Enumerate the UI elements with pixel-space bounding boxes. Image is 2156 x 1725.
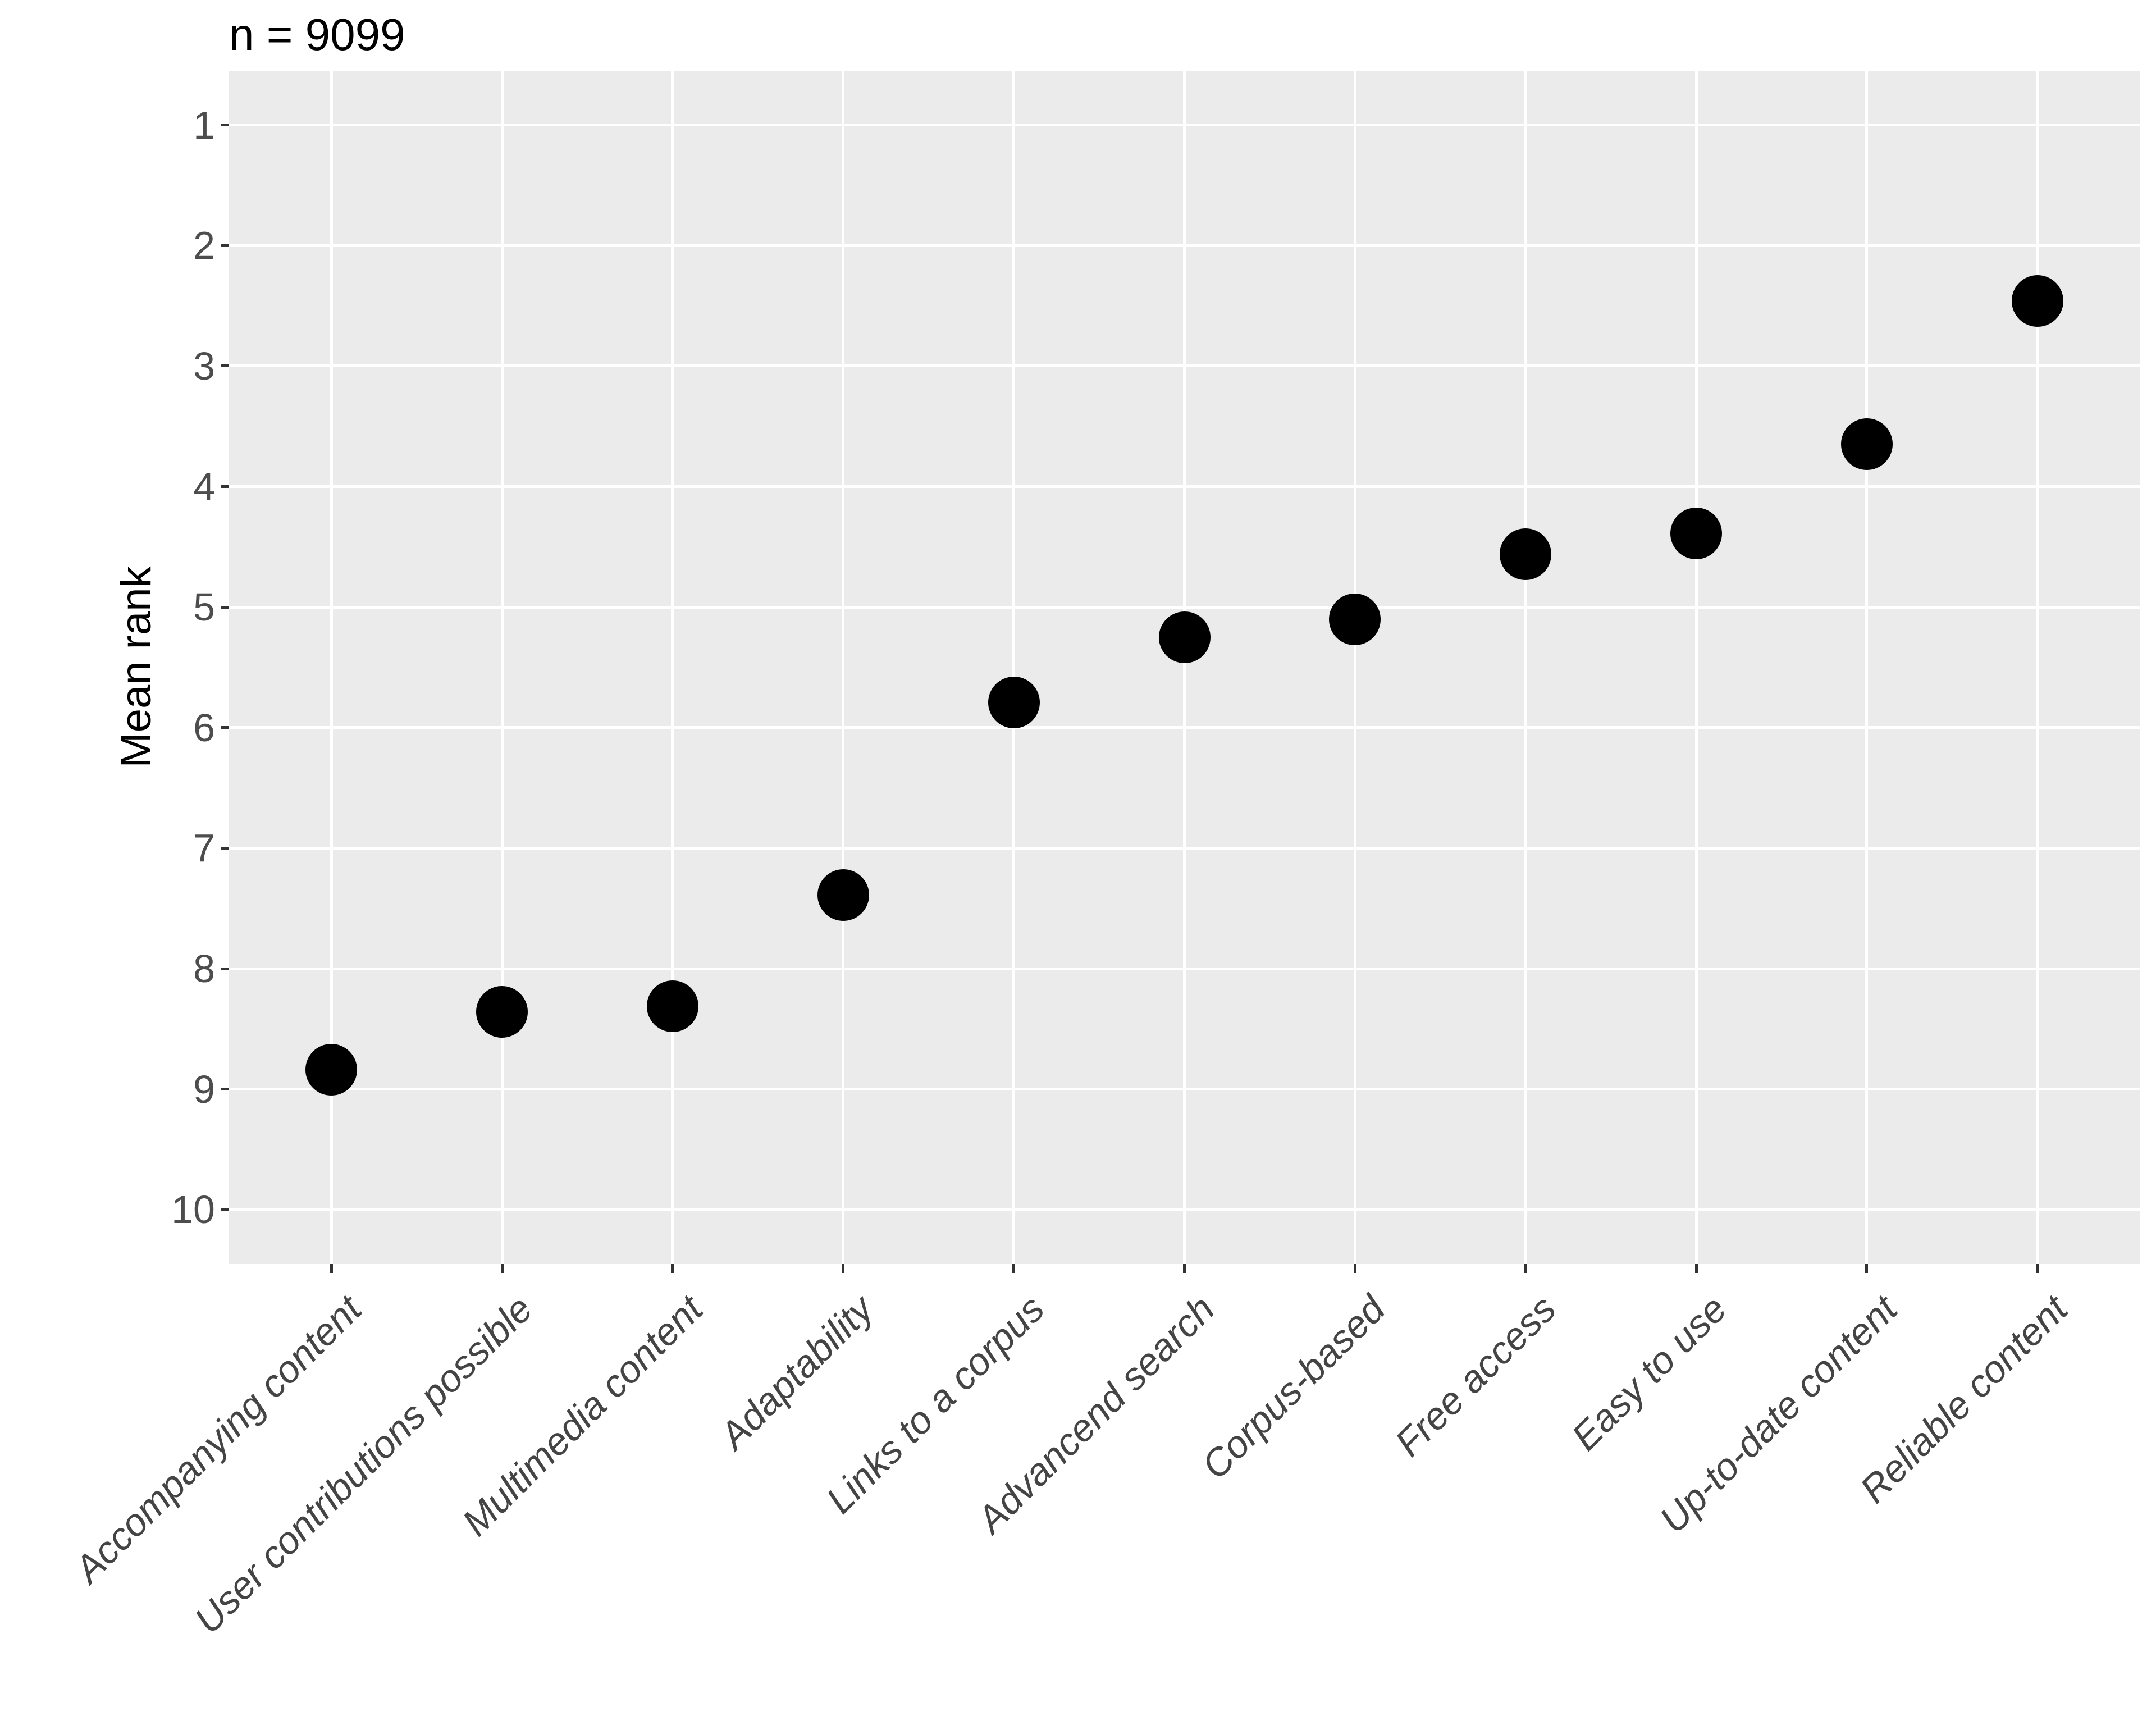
y-tick-label: 8 xyxy=(193,947,215,991)
x-tick-label: Corpus-based xyxy=(1194,1287,1394,1487)
x-axis-tick-mark xyxy=(671,1264,674,1273)
vertical-gridline xyxy=(330,71,333,1264)
y-axis-tick-mark xyxy=(221,124,229,127)
data-point xyxy=(305,1044,358,1096)
vertical-gridline xyxy=(671,71,674,1264)
x-axis-tick-mark xyxy=(330,1264,333,1273)
x-tick-label: Free access xyxy=(1386,1287,1564,1465)
data-point xyxy=(1840,418,1893,471)
vertical-gridline xyxy=(1694,71,1698,1264)
data-point xyxy=(988,676,1040,728)
x-axis-tick-mark xyxy=(1694,1264,1698,1273)
horizontal-gridline xyxy=(229,244,2140,247)
data-point xyxy=(1158,611,1211,663)
horizontal-gridline xyxy=(229,124,2140,127)
x-axis-tick-mark xyxy=(500,1264,504,1273)
y-axis-tick-mark xyxy=(221,605,229,609)
x-tick-label: Accompanying content xyxy=(66,1287,370,1591)
vertical-gridline xyxy=(2036,71,2039,1264)
horizontal-gridline xyxy=(229,846,2140,850)
x-axis-tick-mark xyxy=(1865,1264,1869,1273)
horizontal-gridline xyxy=(229,1208,2140,1211)
horizontal-gridline xyxy=(229,1088,2140,1091)
plot-panel xyxy=(229,71,2140,1264)
y-tick-label: 3 xyxy=(193,344,215,388)
y-tick-label: 2 xyxy=(193,223,215,268)
x-tick-label: Adaptability xyxy=(711,1287,882,1458)
chart-title: n = 9099 xyxy=(229,10,405,60)
y-tick-label: 10 xyxy=(171,1188,215,1232)
data-point xyxy=(1670,508,1723,560)
horizontal-gridline xyxy=(229,726,2140,729)
vertical-gridline xyxy=(1183,71,1186,1264)
data-point xyxy=(1329,593,1381,645)
x-axis-tick-mark xyxy=(1183,1264,1186,1273)
x-axis-tick-mark xyxy=(2036,1264,2039,1273)
y-axis-tick-mark xyxy=(221,967,229,970)
data-point xyxy=(476,986,528,1038)
horizontal-gridline xyxy=(229,364,2140,368)
vertical-gridline xyxy=(842,71,845,1264)
y-tick-label: 1 xyxy=(193,103,215,147)
horizontal-gridline xyxy=(229,967,2140,970)
y-axis-tick-mark xyxy=(221,846,229,850)
vertical-gridline xyxy=(1865,71,1869,1264)
data-point xyxy=(817,869,869,921)
y-tick-label: 6 xyxy=(193,705,215,750)
y-tick-label: 7 xyxy=(193,826,215,870)
x-axis-tick-mark xyxy=(1012,1264,1016,1273)
y-axis-tick-mark xyxy=(221,364,229,368)
y-tick-label: 5 xyxy=(193,585,215,629)
data-point xyxy=(646,980,698,1032)
x-axis-tick-mark xyxy=(842,1264,845,1273)
y-axis-tick-mark xyxy=(221,1208,229,1211)
vertical-gridline xyxy=(1012,71,1016,1264)
horizontal-gridline xyxy=(229,485,2140,489)
data-point xyxy=(2011,275,2063,327)
x-tick-label: User contributions possible xyxy=(186,1287,541,1642)
vertical-gridline xyxy=(1353,71,1356,1264)
x-tick-label: Easy to use xyxy=(1563,1287,1735,1459)
y-tick-label: 4 xyxy=(193,464,215,509)
y-axis-tick-mark xyxy=(221,485,229,489)
horizontal-gridline xyxy=(229,605,2140,609)
vertical-gridline xyxy=(500,71,504,1264)
y-axis-tick-mark xyxy=(221,244,229,247)
y-axis-tick-mark xyxy=(221,726,229,729)
data-point xyxy=(1500,528,1552,580)
x-axis-tick-mark xyxy=(1524,1264,1527,1273)
vertical-gridline xyxy=(1524,71,1527,1264)
y-tick-label: 9 xyxy=(193,1067,215,1111)
y-axis-tick-mark xyxy=(221,1088,229,1091)
x-axis-tick-mark xyxy=(1353,1264,1356,1273)
